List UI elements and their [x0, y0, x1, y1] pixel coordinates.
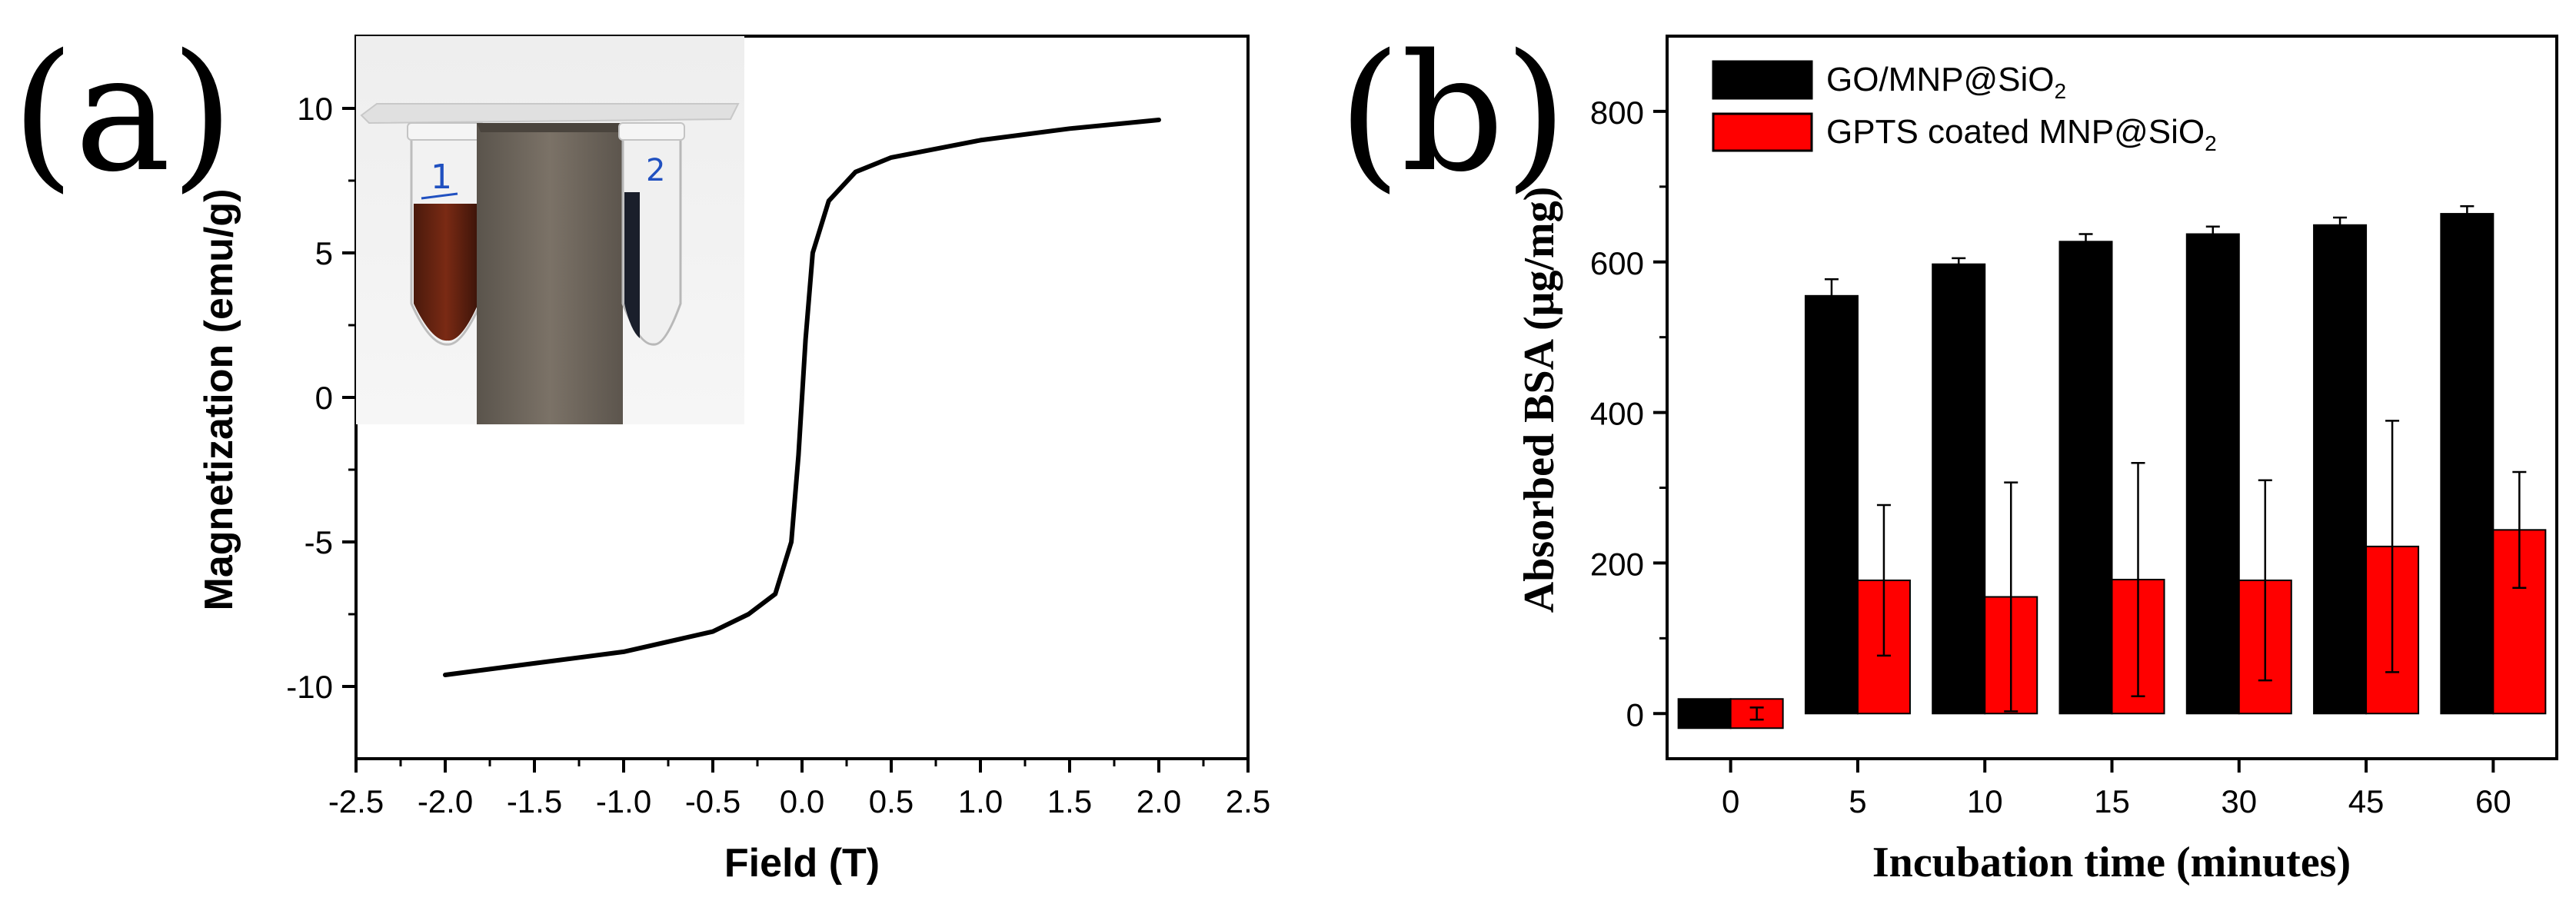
tube-2: 2	[618, 122, 685, 346]
bar-go-mnp-10	[1932, 263, 1986, 715]
panel-b-x-tick-label: 45	[2348, 783, 2385, 819]
panel-b-x-tick-label: 15	[2094, 783, 2130, 819]
panel-a-x-tick-label: 1.0	[958, 783, 1003, 819]
panel-a-x-tick-label: -2.5	[328, 783, 384, 819]
panel-a-y-tick-label: 0	[315, 380, 333, 416]
panel-b-error-bars	[1697, 205, 2527, 721]
panel-a-x-tick-label: 0.0	[780, 783, 824, 819]
bar-go-mnp-30	[2185, 233, 2240, 715]
panel-a-tick-labels: -2.5 -2.0 -1.5 -1.0 -0.5 0.0 0.5 1.0 1.5 2.0 2.5 -1…	[286, 91, 1270, 819]
tube-1: 1	[407, 122, 485, 346]
tube-rack	[360, 103, 740, 125]
panel-a-y-tick-label: -10	[286, 669, 333, 705]
panel-a-y-tick-label: -5	[305, 524, 333, 560]
bar-go-mnp-5	[1804, 294, 1859, 715]
bar-go-mnp-45	[2313, 224, 2368, 715]
bar-go-mnp-60	[2440, 213, 2494, 715]
panel-b-y-tick-label: 200	[1590, 546, 1644, 582]
panel-b: (b) 0 200 400 600 800 0 5 10 15 30 45 60 GO/MNP@SiO…	[1338, 19, 2558, 886]
panel-a-y-tick-label: 5	[315, 235, 333, 271]
tube-1-label: 1	[431, 158, 452, 197]
panel-b-legend: GO/MNP@SiO2 GPTS coated MNP@SiO2	[1712, 60, 2217, 155]
panel-a: (a) -2.5 -2.0 -1.5 -1.0 -0.5 0.0 0.5 1.0 1.5 2.0 2…	[12, 19, 1270, 886]
panel-a-y-axis-title: Magnetization (emu/g)	[197, 189, 241, 611]
panel-a-label: (a)	[12, 19, 234, 208]
panel-b-tick-labels: 0 200 400 600 800 0 5 10 15 30 45 60	[1590, 95, 2511, 819]
panel-a-x-tick-label: 2.0	[1137, 783, 1181, 819]
panel-b-bars	[1677, 213, 2547, 730]
panel-b-y-axis-title: Absorbed BSA (μg/mg)	[1516, 187, 1563, 613]
panel-b-label: (b)	[1338, 19, 1567, 208]
panel-b-y-tick-label: 0	[1626, 696, 1644, 733]
panel-b-y-tick-label: 600	[1590, 245, 1644, 281]
panel-b-x-tick-label: 10	[1967, 783, 2003, 819]
panel-a-x-tick-label: -1.0	[596, 783, 651, 819]
panel-a-y-tick-label: 10	[297, 91, 333, 127]
legend-swatch-go-mnp	[1712, 60, 1813, 100]
panel-a-x-tick-label: -0.5	[685, 783, 741, 819]
tube-2-label: 2	[646, 153, 665, 188]
legend-label-gpts: GPTS coated MNP@SiO2	[1826, 113, 2217, 155]
bar-go-mnp-15	[2058, 241, 2113, 715]
panel-b-y-tick-label: 800	[1590, 95, 1644, 131]
panel-b-y-tick-label: 400	[1590, 396, 1644, 432]
panel-a-x-tick-label: 0.5	[869, 783, 914, 819]
panel-b-x-tick-label: 60	[2475, 783, 2511, 819]
panel-a-x-tick-label: -2.0	[418, 783, 473, 819]
legend-swatch-gpts	[1712, 112, 1813, 152]
panel-a-x-axis-title: Field (T)	[724, 841, 880, 886]
panel-b-x-tick-label: 0	[1722, 783, 1739, 819]
magnetization-curve	[443, 118, 1161, 677]
magnet-block	[477, 123, 623, 424]
legend-label-go-mnp: GO/MNP@SiO2	[1826, 61, 2066, 103]
panel-b-x-tick-label: 30	[2221, 783, 2257, 819]
inset-photo: 1 2	[356, 36, 744, 424]
panel-a-x-tick-label: -1.5	[507, 783, 562, 819]
panel-b-x-tick-label: 5	[1849, 783, 1866, 819]
panel-a-x-tick-label: 2.5	[1226, 783, 1270, 819]
panel-b-plot-frame	[1666, 35, 2558, 760]
panel-b-x-axis-title: Incubation time (minutes)	[1872, 839, 2351, 886]
panel-a-x-tick-label: 1.5	[1047, 783, 1092, 819]
